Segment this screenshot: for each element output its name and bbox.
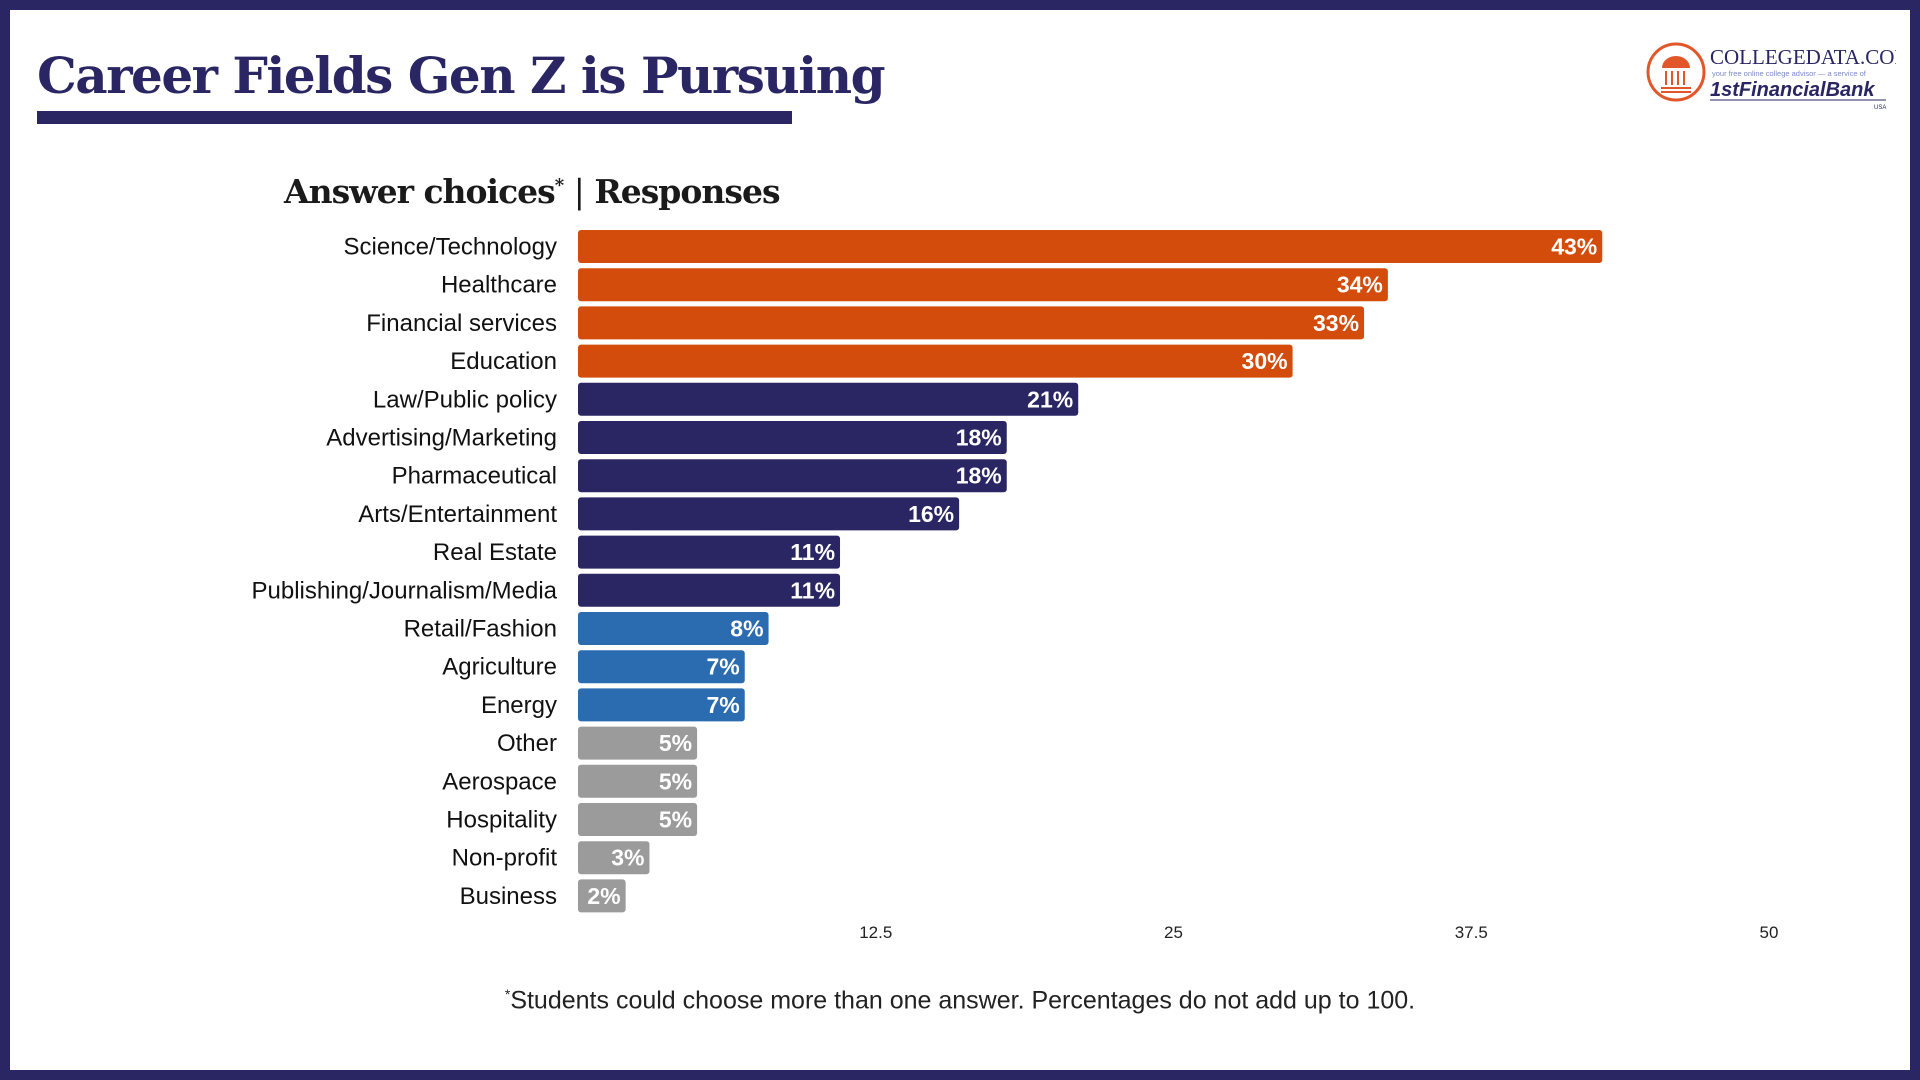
category-label: Healthcare (441, 272, 557, 299)
category-label: Education (450, 348, 557, 375)
category-label: Business (460, 883, 557, 910)
category-label: Law/Public policy (373, 386, 557, 413)
bar-4 (578, 382, 1079, 416)
category-label: Aerospace (442, 768, 557, 795)
bar-1 (578, 268, 1388, 302)
category-label: Energy (481, 692, 557, 719)
bar-chart: Science/Technology 43% Healthcare 34% Financ… (252, 230, 1779, 942)
bar-16 (578, 841, 650, 875)
x-tick-label: 37.5 (1455, 923, 1488, 942)
category-label: Publishing/Journalism/Media (252, 577, 558, 604)
bar-7 (578, 497, 960, 531)
bar-0 (578, 230, 1603, 263)
category-label: Real Estate (433, 539, 557, 566)
category-label: Financial services (366, 310, 557, 337)
page-title: Career Fields Gen Z is Pursuing (37, 46, 886, 105)
category-label: Science/Technology (344, 234, 557, 261)
value-label: 7% (706, 692, 739, 718)
bar-12 (578, 688, 745, 722)
category-label: Other (497, 730, 557, 757)
footnote: *Students could choose more than one ans… (10, 986, 1910, 1015)
bar-9 (578, 573, 841, 607)
logo-emblem-icon: COLLEGEDATA.COM your free online college… (1646, 42, 1913, 111)
footnote-text: Students could choose more than one answ… (510, 986, 1416, 1015)
collegedata-logo: COLLEGEDATA.COM your free online college… (1646, 40, 1913, 115)
bar-6 (578, 459, 1007, 493)
value-label: 5% (659, 730, 692, 756)
x-tick-label: 50 (1760, 923, 1779, 942)
bar-15 (578, 803, 698, 836)
value-label: 18% (956, 463, 1002, 489)
value-label: 21% (1027, 386, 1073, 412)
header-asterisk: * (554, 175, 564, 196)
bar-11 (578, 650, 745, 684)
bar-13 (578, 726, 698, 760)
chart-header: Answer choices* | Responses (284, 172, 781, 211)
value-label: 18% (956, 425, 1002, 451)
value-label: 5% (659, 807, 692, 833)
bar-5 (578, 421, 1007, 454)
value-label: 16% (908, 501, 954, 527)
value-label: 11% (790, 539, 835, 565)
responses-label: Responses (594, 172, 780, 211)
value-label: 5% (659, 768, 692, 794)
category-label: Hospitality (446, 807, 557, 834)
bar-17 (578, 879, 626, 913)
value-label: 7% (706, 654, 739, 680)
value-label: 34% (1337, 272, 1383, 298)
bar-2 (578, 306, 1365, 340)
value-label: 3% (611, 845, 644, 871)
bar-10 (578, 612, 769, 645)
svg-text:USA: USA (1874, 105, 1886, 111)
value-label: 30% (1242, 348, 1288, 374)
category-label: Retail/Fashion (404, 616, 557, 643)
value-label: 11% (790, 577, 835, 603)
header-separator: | (573, 172, 585, 211)
bar-8 (578, 535, 841, 569)
footnote-asterisk: * (504, 986, 511, 1002)
title-underline (37, 111, 792, 124)
bar-14 (578, 764, 698, 798)
category-label: Non-profit (452, 845, 558, 872)
category-label: Agriculture (442, 654, 557, 681)
category-label: Advertising/Marketing (326, 425, 557, 452)
value-label: 33% (1313, 310, 1359, 336)
x-tick-label: 12.5 (859, 923, 892, 942)
value-label: 43% (1551, 234, 1597, 260)
bar-3 (578, 344, 1293, 378)
svg-text:1stFinancialBank: 1stFinancialBank (1710, 79, 1875, 101)
category-label: Pharmaceutical (392, 463, 557, 490)
value-label: 8% (730, 616, 763, 642)
x-tick-label: 25 (1164, 923, 1183, 942)
category-label: Arts/Entertainment (358, 501, 557, 528)
answer-choices-label: Answer choices (284, 172, 556, 211)
svg-text:your free online college advis: your free online college advisor — a ser… (1712, 69, 1867, 78)
value-label: 2% (587, 883, 620, 909)
logo-brand-text: COLLEGEDATA.COM (1710, 45, 1896, 69)
infographic-card: Career Fields Gen Z is Pursuing COLLEGED… (10, 10, 1913, 1070)
